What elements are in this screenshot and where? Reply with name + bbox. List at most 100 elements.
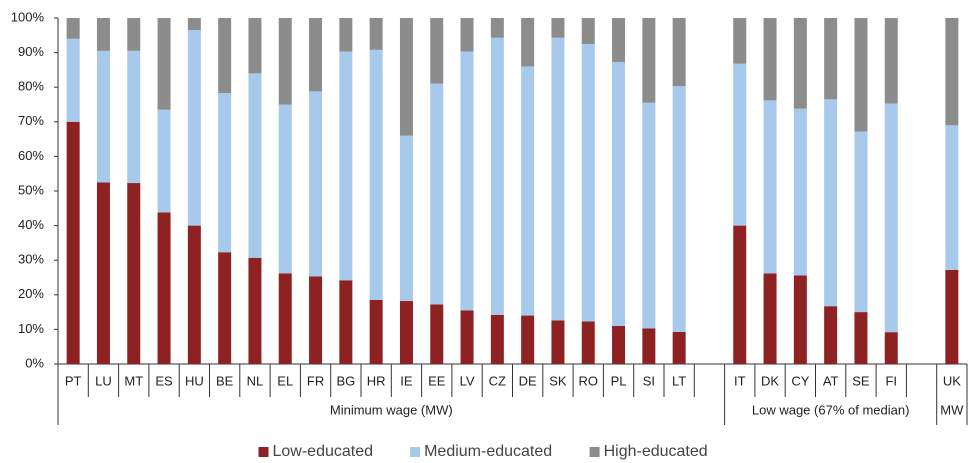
bar-segment bbox=[612, 18, 626, 62]
bar-segment bbox=[884, 18, 898, 104]
bar-segment bbox=[157, 109, 171, 213]
x-tick-label: LT bbox=[672, 373, 686, 388]
bar-segment bbox=[612, 325, 626, 364]
bar-segment bbox=[551, 320, 565, 364]
bar-segment bbox=[127, 50, 141, 184]
bar-segment bbox=[369, 49, 383, 300]
bar-segment bbox=[430, 83, 444, 305]
y-tick-label: 80% bbox=[18, 79, 44, 94]
x-tick-label: ES bbox=[155, 373, 173, 388]
legend-swatch bbox=[258, 447, 269, 457]
y-tick-label: 70% bbox=[18, 113, 44, 128]
bar-segment bbox=[278, 18, 292, 105]
y-tick-label: 100% bbox=[11, 9, 45, 24]
x-tick-label: EL bbox=[277, 373, 293, 388]
bar-segment bbox=[945, 269, 959, 364]
x-tick-label: CZ bbox=[489, 373, 506, 388]
bar-segment bbox=[884, 103, 898, 333]
group-label: Minimum wage (MW) bbox=[330, 402, 453, 417]
bar-segment bbox=[309, 91, 323, 277]
bar-segment bbox=[96, 182, 110, 364]
x-tick-label: NL bbox=[247, 373, 264, 388]
bar-segment bbox=[460, 310, 474, 364]
bar-segment bbox=[824, 99, 838, 307]
bar-segment bbox=[793, 275, 807, 364]
bar-segment bbox=[66, 18, 80, 39]
x-tick-label: EE bbox=[428, 373, 446, 388]
x-tick-label: HU bbox=[185, 373, 204, 388]
bar-segment bbox=[642, 328, 656, 364]
y-tick-label: 30% bbox=[18, 252, 44, 267]
bar-segment bbox=[339, 51, 353, 281]
bar-segment bbox=[793, 108, 807, 276]
bar-segment bbox=[490, 18, 504, 38]
bar-segment bbox=[581, 18, 595, 44]
bar-segment bbox=[824, 18, 838, 100]
x-tick-label: FI bbox=[885, 373, 897, 388]
x-tick-label: IE bbox=[400, 373, 413, 388]
y-tick-label: 50% bbox=[18, 182, 44, 197]
group-label: Low wage (67% of median) bbox=[752, 402, 910, 417]
x-tick-label: RO bbox=[579, 373, 599, 388]
bar-segment bbox=[581, 321, 595, 364]
bar-segment bbox=[672, 331, 686, 364]
bar-segment bbox=[66, 38, 80, 122]
bar-segment bbox=[399, 135, 413, 302]
bar-segment bbox=[521, 66, 535, 316]
bar-segment bbox=[824, 306, 838, 364]
bar-segment bbox=[399, 18, 413, 136]
bar-segment bbox=[218, 252, 232, 364]
bar-segment bbox=[521, 18, 535, 67]
bar-segment bbox=[157, 18, 171, 110]
bar-segment bbox=[127, 183, 141, 364]
bar-segment bbox=[248, 73, 262, 258]
x-tick-label: FR bbox=[307, 373, 324, 388]
bar-segment bbox=[96, 50, 110, 183]
x-tick-label: SI bbox=[643, 373, 655, 388]
bar-segment bbox=[66, 121, 80, 364]
bar-segment bbox=[854, 131, 868, 313]
bar-segment bbox=[612, 61, 626, 326]
bar-segment bbox=[672, 86, 686, 332]
x-tick-label: LV bbox=[460, 373, 475, 388]
bar-segment bbox=[521, 315, 535, 364]
y-tick-label: 0% bbox=[25, 355, 44, 370]
bar-segment bbox=[430, 304, 444, 364]
bar-segment bbox=[490, 37, 504, 315]
bar-segment bbox=[793, 18, 807, 109]
bar-segment bbox=[278, 273, 292, 364]
bar-segment bbox=[490, 314, 504, 364]
x-tick-label: BE bbox=[216, 373, 234, 388]
legend-label: Low-educated bbox=[273, 443, 374, 460]
y-tick-label: 20% bbox=[18, 286, 44, 301]
bar-segment bbox=[551, 18, 565, 38]
bar-segment bbox=[339, 280, 353, 364]
bar-segment bbox=[248, 257, 262, 364]
bar-segment bbox=[278, 104, 292, 274]
bar-segment bbox=[581, 43, 595, 322]
x-tick-label: DE bbox=[519, 373, 537, 388]
y-tick-label: 10% bbox=[18, 321, 44, 336]
bar-segment bbox=[127, 18, 141, 51]
bar-segment bbox=[248, 18, 262, 74]
group-label: MW bbox=[940, 402, 964, 417]
bar-segment bbox=[733, 225, 747, 364]
bar-segment bbox=[763, 100, 777, 274]
bar-segment bbox=[187, 18, 201, 31]
y-tick-label: 90% bbox=[18, 44, 44, 59]
bar-segment bbox=[96, 18, 110, 51]
bar-segment bbox=[430, 18, 444, 84]
bar-segment bbox=[369, 299, 383, 364]
x-tick-label: PT bbox=[65, 373, 82, 388]
bar-segment bbox=[339, 18, 353, 52]
bar-segment bbox=[763, 18, 777, 101]
x-tick-label: CY bbox=[791, 373, 809, 388]
y-tick-label: 60% bbox=[18, 148, 44, 163]
x-tick-label: MT bbox=[124, 373, 143, 388]
x-tick-label: SK bbox=[549, 373, 567, 388]
bar-segment bbox=[733, 18, 747, 64]
legend-swatch bbox=[589, 447, 600, 457]
x-tick-label: LU bbox=[95, 373, 112, 388]
bar-segment bbox=[672, 18, 686, 87]
